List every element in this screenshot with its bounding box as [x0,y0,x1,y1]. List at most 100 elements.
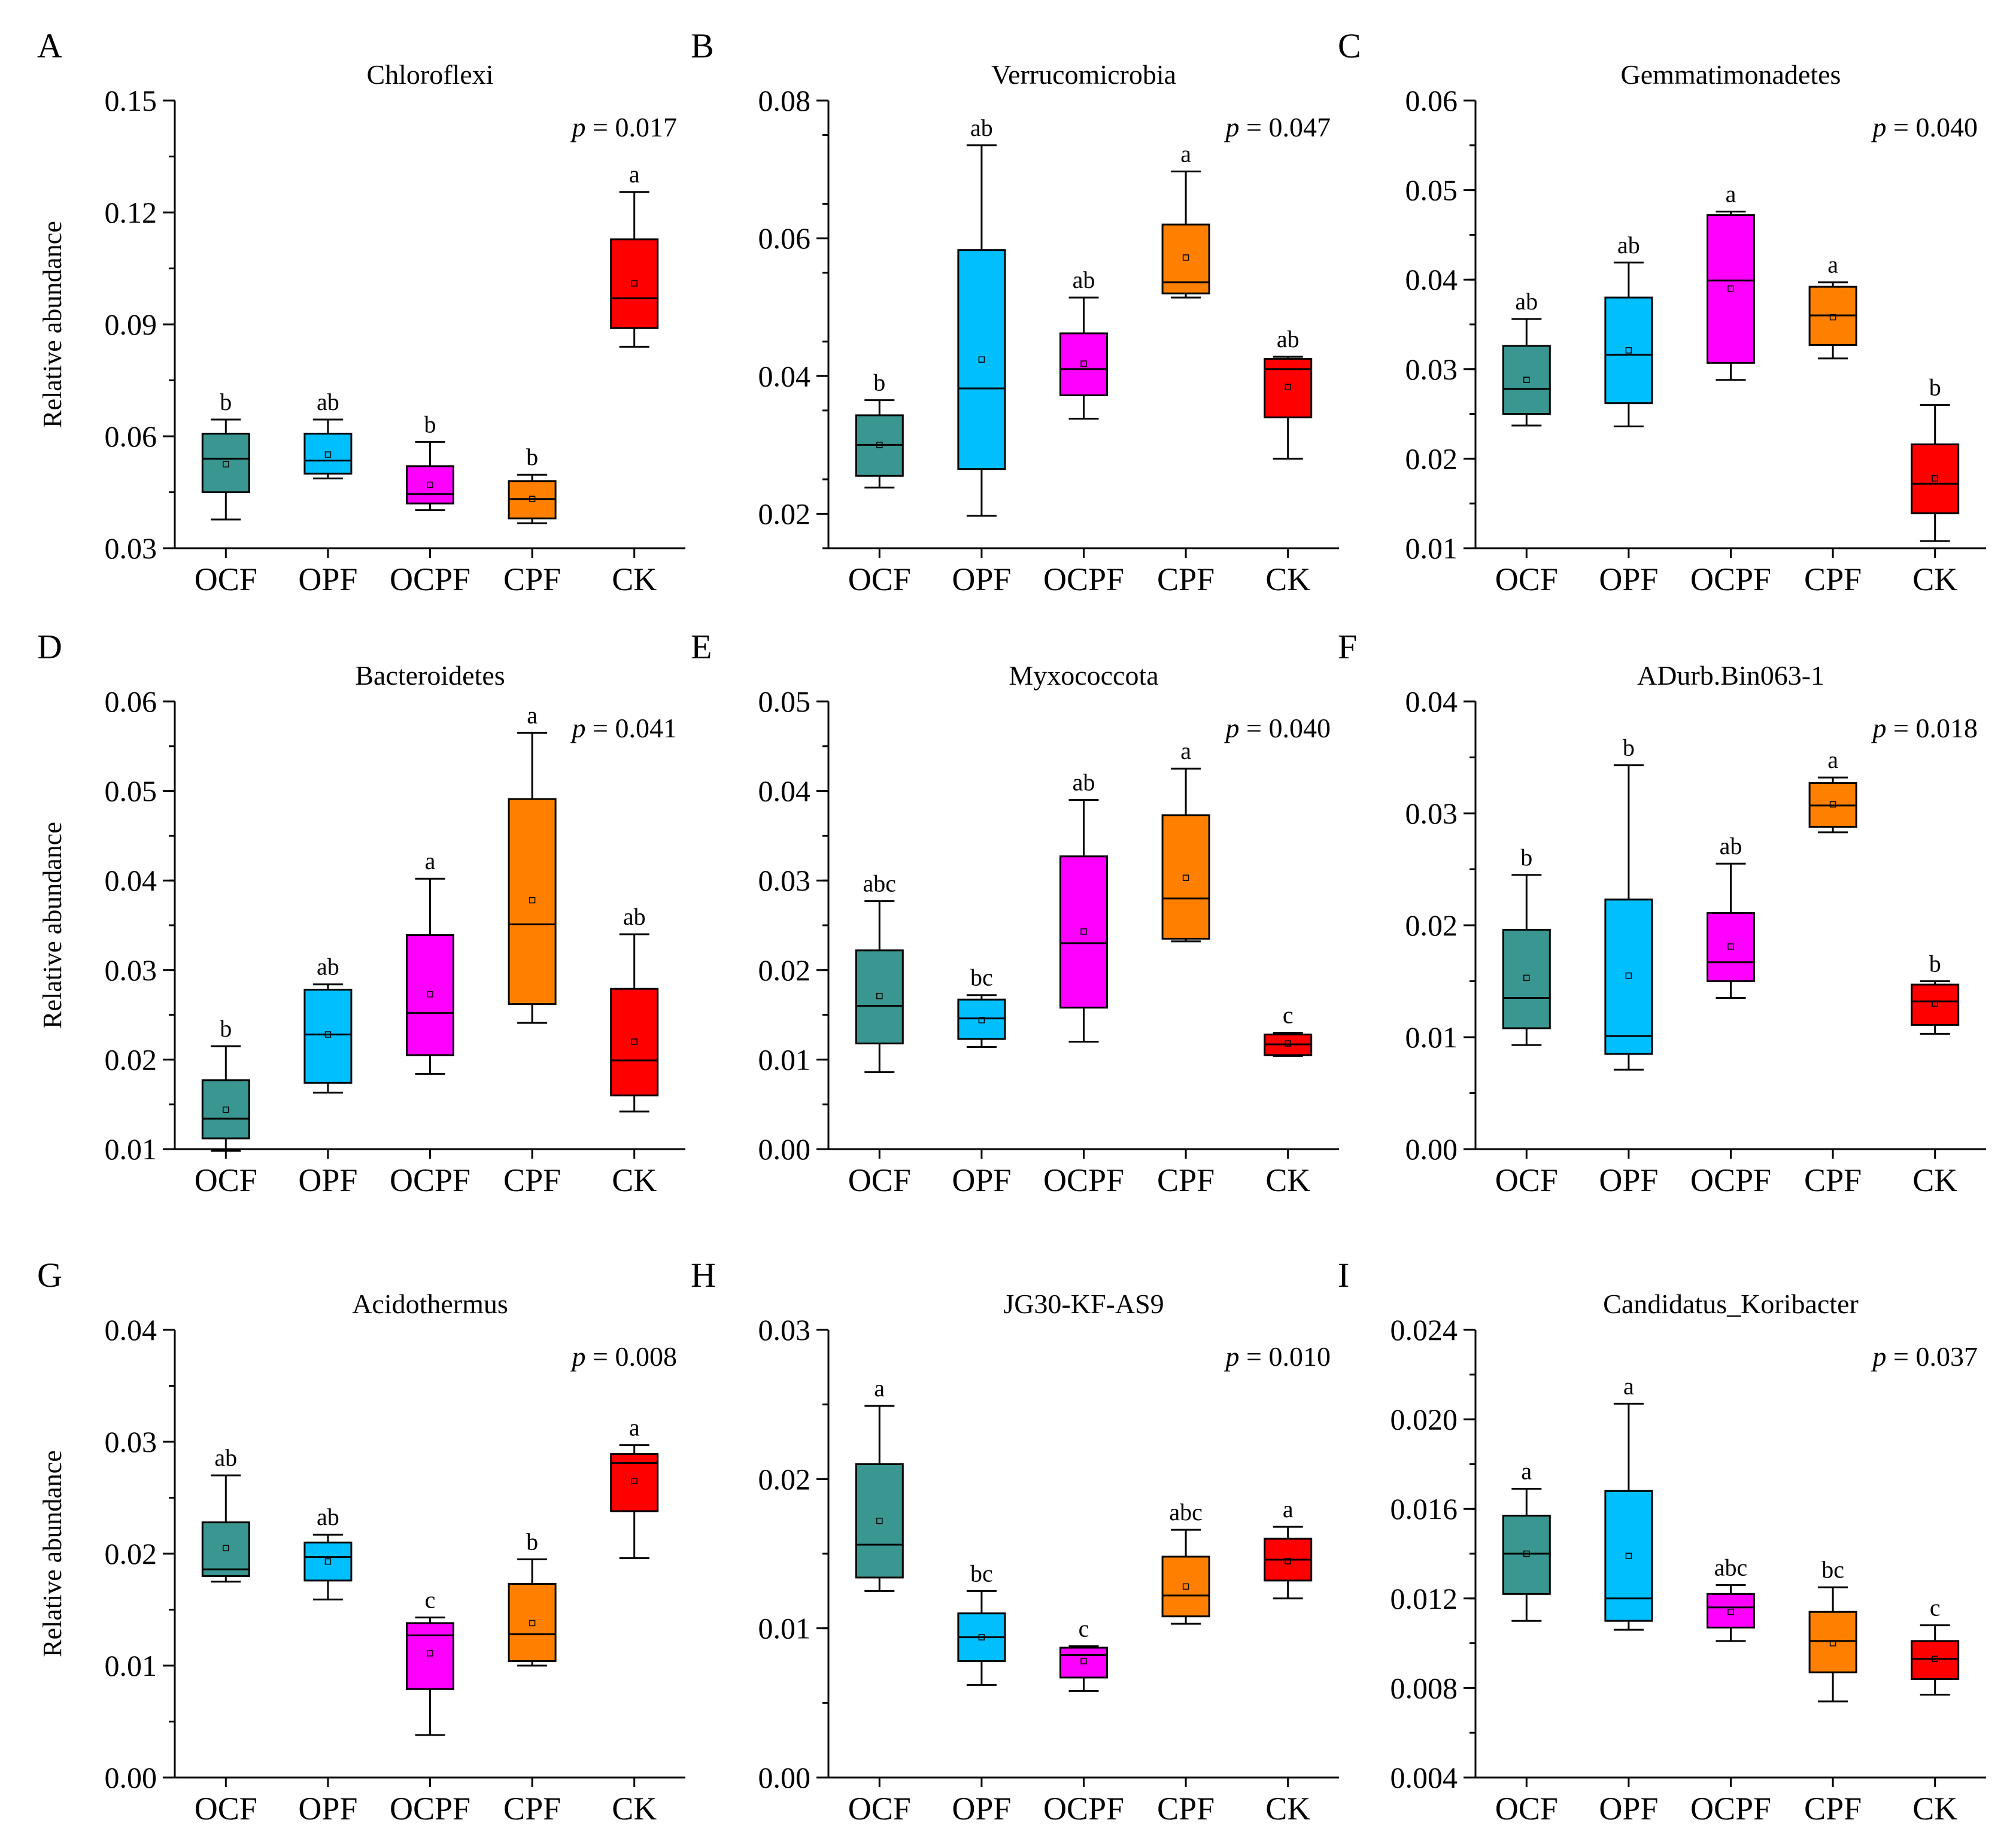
significance-letter: abc [1714,1554,1748,1581]
mean-marker [1080,1658,1087,1664]
y-tick-label: 0.01 [1405,1020,1458,1054]
iqr-box [508,1582,557,1663]
x-tick-label: OCF [195,1791,257,1826]
iqr-box [1707,1593,1755,1628]
y-tick-label: 0.04 [105,1313,157,1347]
y-tick-label: 0.016 [1390,1492,1458,1526]
significance-letter: ab [1073,769,1095,796]
p-value: = 0.041 [586,713,677,743]
y-axis-title: Relative abundance [38,1450,67,1657]
significance-letter: a [527,701,538,728]
mean-marker [223,1545,229,1551]
x-tick-label: CK [612,1791,657,1826]
iqr-box [303,433,353,475]
mean-marker [1932,1655,1938,1663]
box-opf: a OPF [1599,1372,1658,1826]
box-ck: c CK [1911,1594,1960,1826]
iqr-box [303,989,353,1084]
significance-letter: ab [1720,833,1742,859]
box-opf: bc OPF [952,964,1011,1198]
panel-h: H JG30-KF-AS9 p = 0.010 0.00 0.01 0.02 0.03 a OC… [691,1256,1339,1826]
mean-marker [529,897,536,904]
x-tick-label: OCPF [1043,1791,1124,1826]
x-tick-label: CK [1265,1791,1310,1826]
iqr-box [1604,898,1653,1055]
significance-letter: c [1079,1615,1089,1642]
y-tick-label: 0.08 [758,84,811,117]
box-ocpf: b OCPF [390,411,470,597]
x-tick-label: CPF [503,561,561,597]
significance-letter: a [1180,141,1191,168]
mean-marker [1080,360,1087,367]
iqr-box [303,1541,353,1582]
x-tick-label: OCPF [1690,1162,1771,1198]
mean-marker [427,481,433,488]
y-tick-label: 0.05 [758,685,811,718]
significance-letter: ab [1073,266,1095,293]
mean-marker [876,992,883,999]
x-tick-label: CPF [503,1791,561,1826]
p-value: = 0.047 [1240,112,1331,142]
box-ck: c CK [1264,1002,1313,1198]
y-tick-label: 0.09 [105,308,157,341]
y-tick-label: 0.04 [105,864,157,897]
y-tick-label: 0.01 [105,1649,157,1682]
p-symbol: p [1871,1341,1887,1372]
significance-letter: ab [317,388,339,415]
p-value-label: p = 0.018 [1871,713,1978,743]
box-ck: a CK [610,161,659,597]
p-value: = 0.018 [1887,713,1978,743]
y-axis-title: Relative abundance [38,221,67,428]
iqr-box [1911,443,1960,515]
box-ocpf: c OCPF [1043,1615,1124,1826]
y-tick-label: 0.05 [1405,174,1458,207]
mean-marker [1285,1040,1291,1047]
mean-marker [631,280,637,287]
box-ck: a CK [610,1414,659,1826]
panel-letter: H [691,1256,716,1295]
mean-marker [223,461,229,467]
significance-letter: b [1623,734,1635,761]
y-tick-label: 0.04 [758,774,811,808]
x-tick-label: OCF [1495,1791,1558,1826]
mean-marker [1625,347,1632,354]
significance-letter: a [874,1375,885,1402]
mean-marker [1523,974,1530,982]
y-tick-label: 0.03 [1405,353,1458,386]
panel-title: Gemmatimonadetes [1621,59,1841,90]
box-ocf: ab OCF [195,1444,257,1826]
y-tick-label: 0.02 [105,1043,157,1076]
y-tick-label: 0.00 [758,1132,811,1166]
iqr-box [1502,345,1551,415]
x-tick-label: OCF [848,1791,911,1826]
x-tick-label: CK [1912,561,1957,597]
panel-letter: C [1338,26,1361,65]
significance-letter: a [1827,251,1838,278]
significance-letter: a [1726,181,1736,208]
panel-letter: B [691,26,714,65]
box-cpf: a CPF [1157,141,1215,597]
p-value: = 0.040 [1240,713,1331,743]
significance-letter: a [629,161,640,188]
y-tick-label: 0.00 [758,1761,811,1794]
significance-letter: a [629,1414,640,1441]
p-value-label: p = 0.041 [570,713,677,743]
p-symbol: p [1871,713,1887,743]
p-symbol: p [1224,1341,1240,1372]
iqr-box [1502,928,1551,1029]
box-opf: bc OPF [952,1560,1011,1826]
x-tick-label: OPF [952,1162,1011,1198]
box-ocpf: ab OCPF [1043,266,1124,597]
mean-marker [1523,376,1530,384]
box-opf: ab OPF [298,953,357,1198]
x-tick-label: OPF [952,561,1011,597]
p-value-label: p = 0.008 [570,1341,677,1372]
mean-marker [1829,314,1836,321]
x-tick-label: OCF [848,561,911,597]
panel-letter: E [691,627,712,666]
y-tick-label: 0.05 [105,774,157,808]
iqr-box [1161,1555,1210,1618]
iqr-box [1911,983,1960,1026]
mean-marker [978,356,985,363]
box-ocf: abc OCF [848,870,911,1198]
